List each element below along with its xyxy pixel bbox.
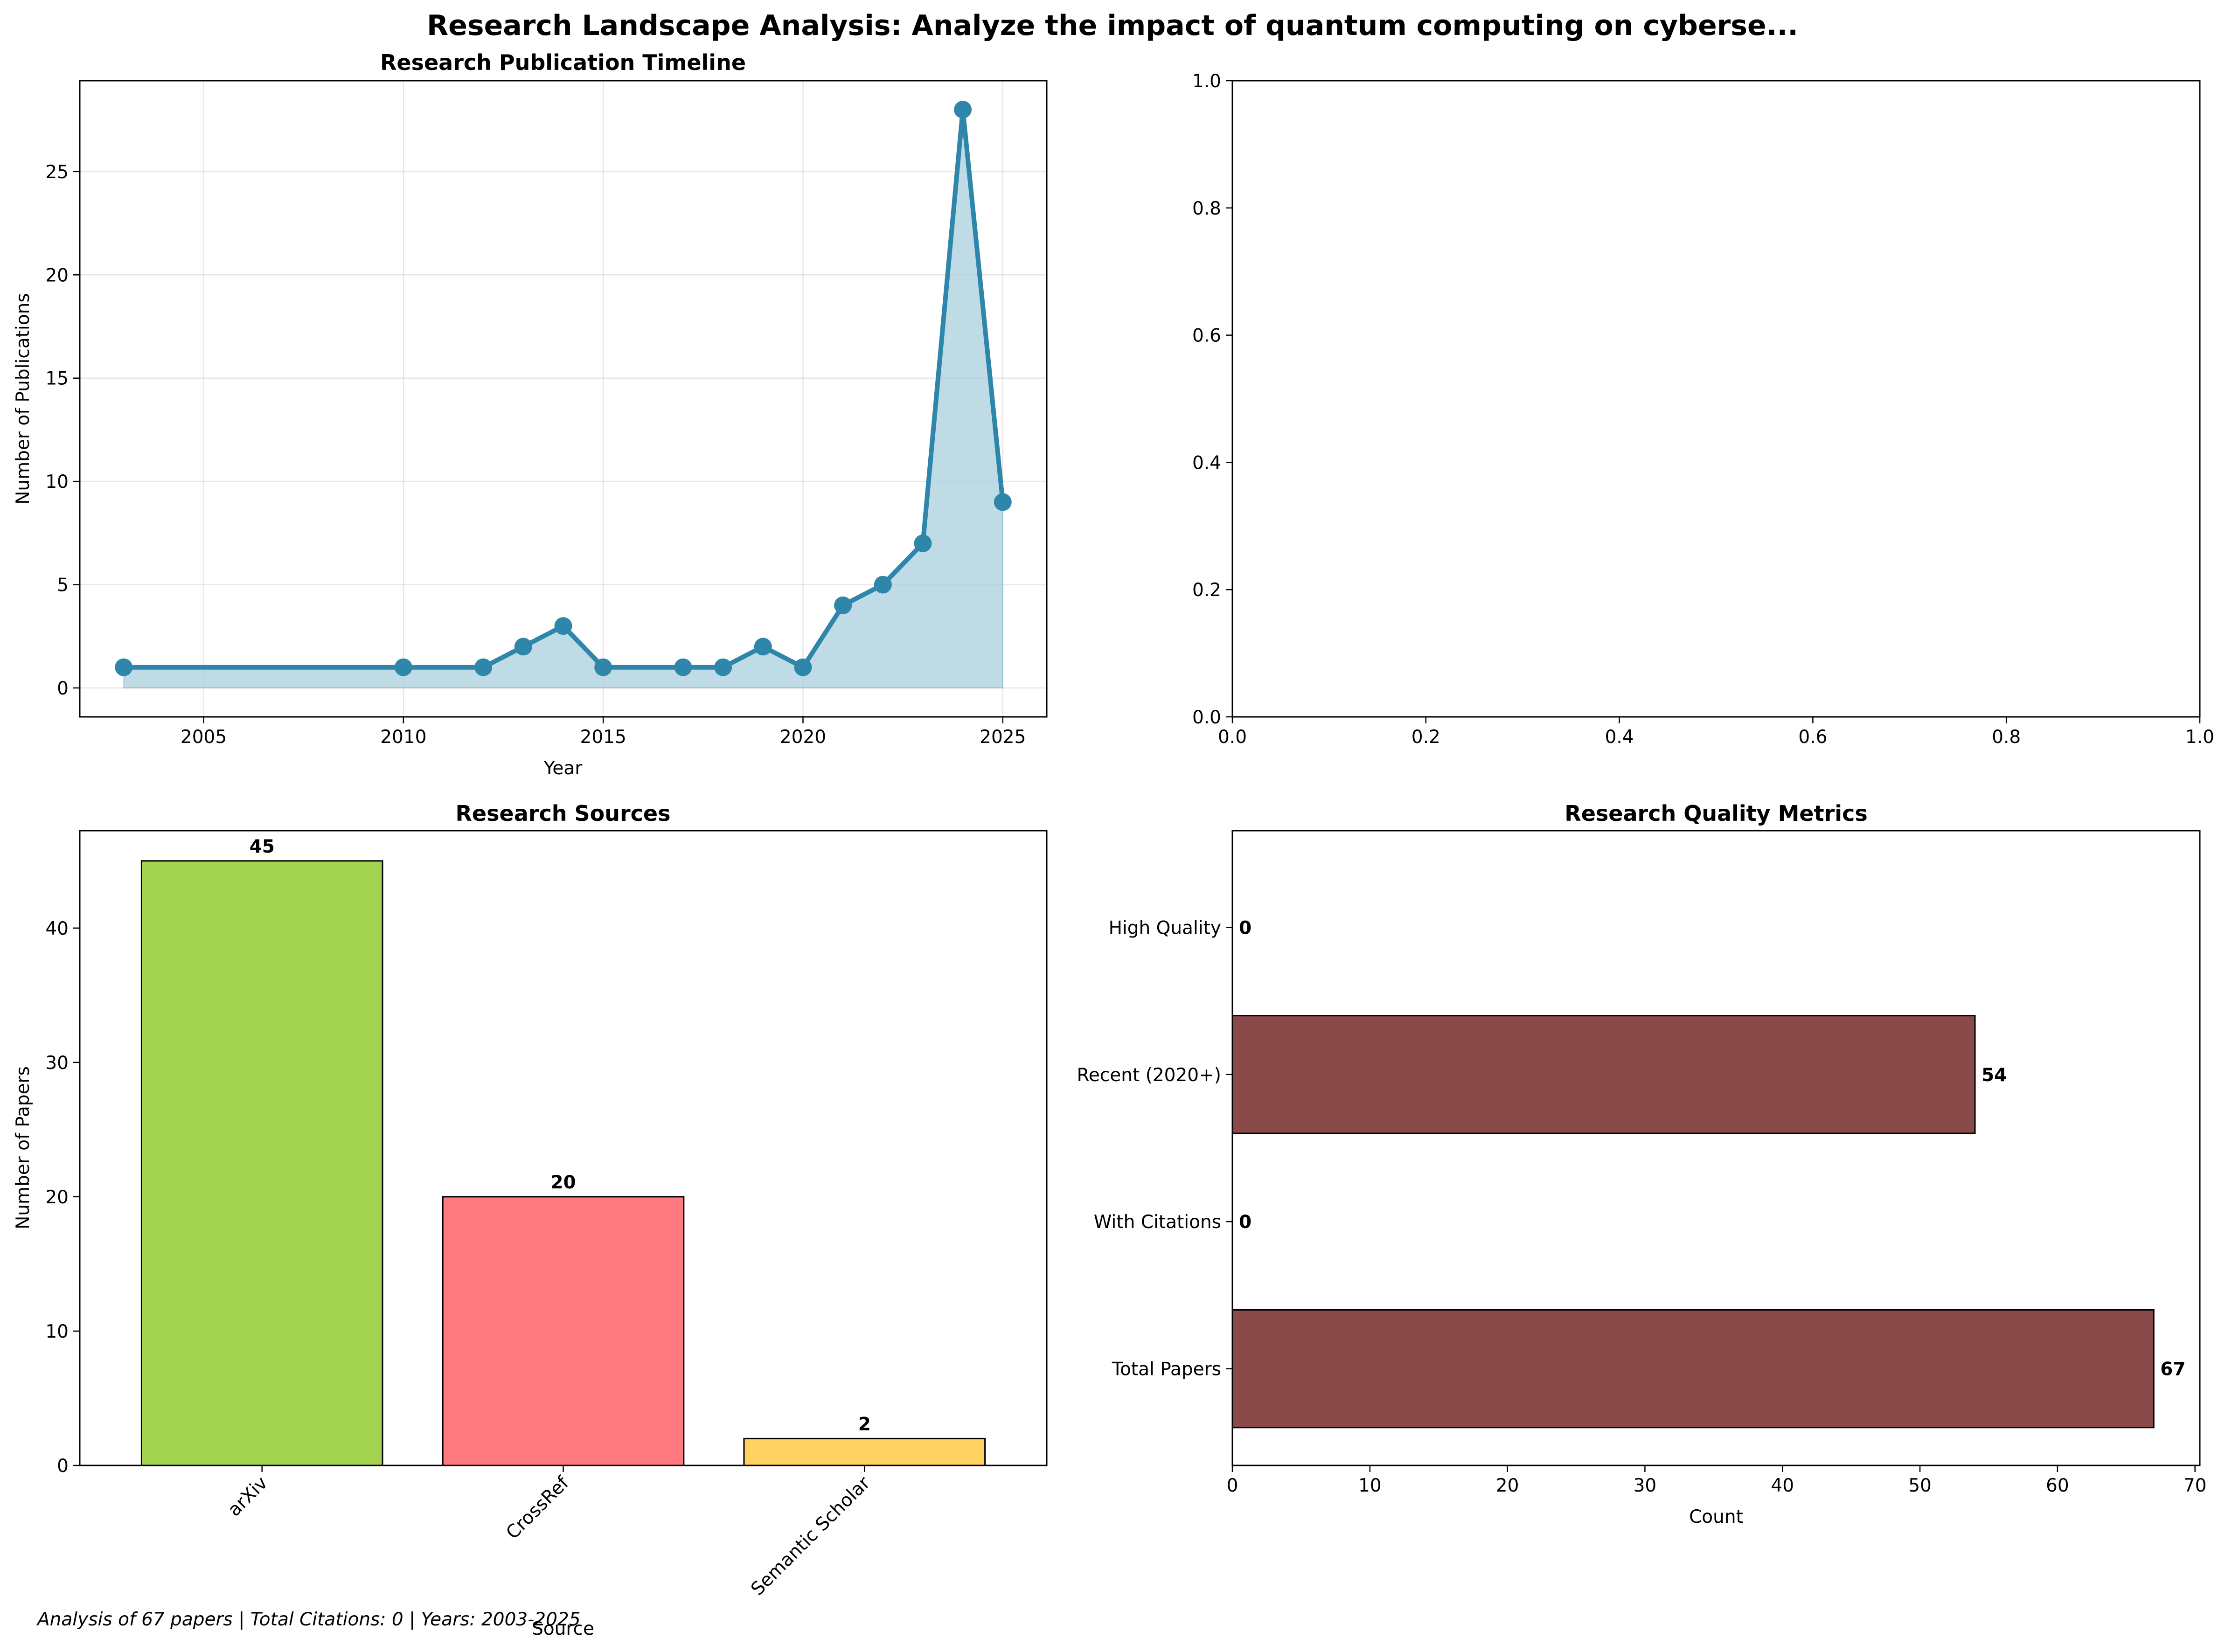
timeline-point [954, 101, 972, 118]
sources-x-tick-label: arXiv [224, 1472, 272, 1520]
timeline-point [994, 493, 1012, 511]
timeline-point [914, 534, 932, 552]
empty-y-tick-label: 0.0 [1192, 707, 1221, 728]
sources-y-tick-label: 0 [57, 1456, 69, 1477]
timeline-point [115, 658, 133, 676]
timeline-point [554, 617, 572, 635]
timeline-y-axis-label: Number of Publications [13, 293, 34, 504]
quality-bar-value-label: 0 [1239, 1212, 1252, 1233]
timeline-point [794, 658, 812, 676]
timeline-x-tick-label: 2020 [780, 727, 826, 748]
quality-x-tick-label: 70 [2183, 1475, 2207, 1496]
timeline-point [754, 638, 772, 656]
timeline-point [674, 658, 692, 676]
sources-bar-value-label: 45 [250, 836, 275, 857]
quality-bar [1231, 1309, 2155, 1429]
sources-y-axis-label: Number of Papers [13, 1066, 34, 1229]
timeline-y-tick-label: 20 [45, 265, 69, 286]
timeline-point [834, 596, 852, 614]
empty-y-tick-label: 1.0 [1192, 71, 1221, 92]
quality-y-tick-label: With Citations [1094, 1212, 1221, 1233]
timeline-y-tick-label: 0 [57, 678, 69, 699]
timeline-point [594, 658, 612, 676]
sources-panel: Research Sources 45 20 2 arXiv CrossRef Sema… [13, 801, 1048, 1639]
quality-panel: Research Quality Metrics 67 0 54 0 0 10 20 30 4… [1077, 801, 2206, 1527]
quality-bar-value-label: 0 [1239, 917, 1252, 938]
timeline-x-tick-label: 2025 [980, 727, 1026, 748]
timeline-x-axis-label: Year [543, 758, 583, 779]
empty-x-tick-label: 0.2 [1411, 727, 1440, 748]
quality-x-tick-label: 40 [1771, 1475, 1794, 1496]
sources-y-tick-label: 30 [45, 1053, 69, 1074]
empty-y-tick-label: 0.6 [1192, 326, 1221, 347]
timeline-point [514, 638, 532, 656]
timeline-y-tick-label: 15 [45, 368, 69, 389]
timeline-line [124, 107, 1005, 670]
empty-x-tick-label: 0.6 [1798, 727, 1827, 748]
sources-y-tick-label: 10 [45, 1321, 69, 1342]
timeline-point [394, 658, 412, 676]
quality-x-tick-label: 50 [1908, 1475, 1932, 1496]
figure-title: Research Landscape Analysis: Analyze the… [427, 9, 1798, 42]
quality-bar-value-label: 54 [1982, 1065, 2007, 1086]
timeline-axes-frame [79, 80, 1048, 718]
quality-bar-value-label: 67 [2160, 1359, 2185, 1380]
empty-panel: 0.0 0.2 0.4 0.6 0.8 1.0 0.0 0.2 0.4 0.6 0.8 1.0 [1192, 71, 2214, 748]
timeline-x-tick-label: 2015 [580, 727, 626, 748]
timeline-y-tick-label: 10 [45, 472, 69, 493]
empty-x-tick-label: 0.8 [1992, 727, 2021, 748]
quality-x-tick-label: 60 [2046, 1475, 2069, 1496]
timeline-point [474, 658, 493, 676]
quality-x-tick-label: 10 [1358, 1475, 1382, 1496]
sources-bar [140, 860, 383, 1466]
empty-x-tick-label: 0.0 [1218, 727, 1247, 748]
sources-bar-value-label: 2 [858, 1414, 871, 1435]
quality-x-tick-label: 30 [1634, 1475, 1657, 1496]
sources-bar [743, 1437, 986, 1466]
timeline-x-tick-label: 2005 [181, 727, 227, 748]
timeline-area [123, 109, 1003, 688]
timeline-title: Research Publication Timeline [380, 50, 746, 75]
timeline-point [714, 658, 732, 676]
empty-x-tick-label: 1.0 [2185, 727, 2214, 748]
quality-axes-frame [1231, 830, 2201, 1466]
timeline-panel: Research Publication Timeline 2005 2010 20… [13, 50, 1048, 779]
quality-title: Research Quality Metrics [1564, 801, 1867, 826]
timeline-y-tick-label: 25 [45, 162, 69, 183]
quality-y-tick-label: Recent (2020+) [1077, 1065, 1221, 1086]
empty-y-tick-label: 0.8 [1192, 198, 1221, 219]
quality-x-tick-label: 0 [1227, 1475, 1238, 1496]
empty-y-tick-label: 0.4 [1192, 452, 1221, 473]
quality-bar [1231, 1015, 1976, 1134]
sources-x-tick-label: CrossRef [502, 1472, 574, 1543]
empty-y-tick-label: 0.2 [1192, 580, 1221, 601]
quality-x-axis-label: Count [1689, 1506, 1743, 1527]
timeline-x-tick-label: 2010 [380, 727, 426, 748]
sources-x-tick-label: Semantic Scholar [747, 1472, 875, 1600]
summary-footer: Analysis of 67 papers | Total Citations:… [36, 1609, 581, 1630]
sources-title: Research Sources [456, 801, 671, 826]
sources-y-tick-label: 40 [45, 918, 69, 939]
quality-x-tick-label: 20 [1496, 1475, 1519, 1496]
timeline-y-tick-label: 5 [57, 575, 69, 596]
quality-y-tick-label: Total Papers [1112, 1359, 1221, 1380]
sources-x-axis-label: Source [532, 1618, 594, 1639]
sources-y-tick-label: 20 [45, 1187, 69, 1208]
empty-axes-frame [1231, 80, 2201, 718]
quality-y-tick-label: High Quality [1109, 917, 1221, 938]
sources-bar-value-label: 20 [550, 1172, 576, 1193]
sources-bar [442, 1196, 685, 1466]
timeline-point [874, 576, 892, 594]
empty-x-tick-label: 0.4 [1605, 727, 1634, 748]
